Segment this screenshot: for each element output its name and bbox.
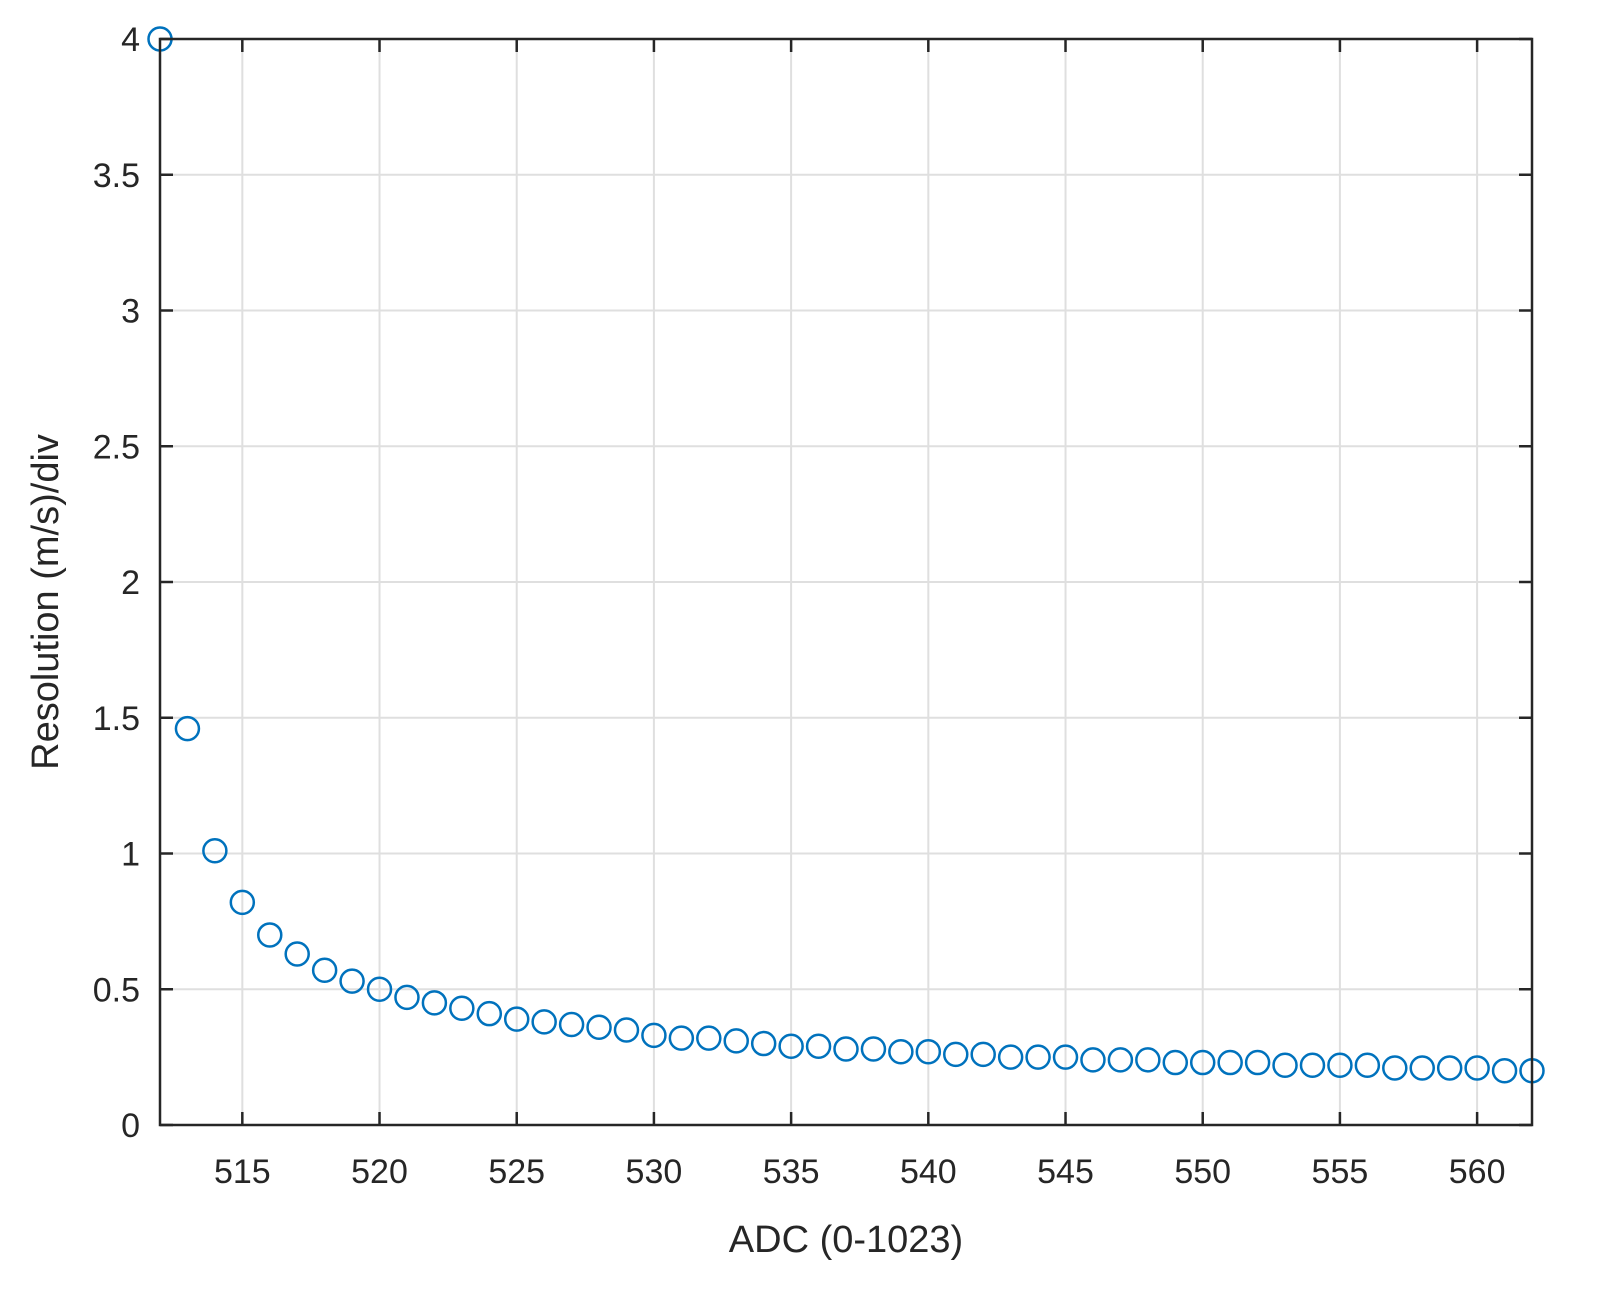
data-point xyxy=(860,1036,887,1062)
data-point xyxy=(284,941,310,967)
data-point xyxy=(311,957,338,983)
data-point xyxy=(833,1036,859,1062)
y-tick-label: 1.5 xyxy=(93,700,140,738)
x-tick-labels: 515 520 525 530 535 540 545 550 555 560 xyxy=(214,1153,1506,1191)
data-point xyxy=(229,889,256,916)
data-point xyxy=(1436,1055,1463,1081)
data-point xyxy=(1299,1052,1326,1079)
x-axis-title: ADC (0-1023) xyxy=(729,1219,963,1261)
y-tick-label: 2 xyxy=(121,564,140,602)
data-point xyxy=(1080,1047,1106,1073)
data-point xyxy=(1244,1049,1271,1076)
x-tick-label: 515 xyxy=(214,1153,271,1191)
data-point xyxy=(1491,1057,1518,1084)
data-point xyxy=(778,1033,804,1060)
data-point xyxy=(1327,1052,1353,1079)
data-point xyxy=(558,1011,585,1038)
x-tick-label: 540 xyxy=(900,1153,957,1191)
y-tick-label: 1 xyxy=(121,836,140,874)
x-tick-label: 530 xyxy=(626,1153,683,1191)
y-axis-title: Resolution (m/s)/div xyxy=(25,434,67,770)
x-tick-label: 525 xyxy=(488,1153,545,1191)
data-point xyxy=(750,1030,777,1057)
x-tick-label: 545 xyxy=(1037,1153,1094,1191)
data-point xyxy=(1217,1049,1243,1076)
x-tick-label: 535 xyxy=(763,1153,820,1191)
data-point xyxy=(1354,1052,1381,1079)
data-point xyxy=(1409,1055,1435,1081)
data-point xyxy=(366,976,393,1002)
data-point xyxy=(805,1033,832,1060)
data-point xyxy=(943,1041,969,1068)
x-tick-label: 560 xyxy=(1449,1153,1506,1191)
data-point xyxy=(997,1044,1024,1070)
data-point xyxy=(174,715,201,742)
data-point xyxy=(586,1014,612,1041)
data-point xyxy=(257,922,283,948)
data-point xyxy=(202,838,228,864)
data-point xyxy=(641,1022,667,1049)
data-point xyxy=(531,1009,557,1035)
axes-box xyxy=(158,37,1534,1127)
data-point xyxy=(668,1025,695,1051)
data-point xyxy=(476,1000,503,1027)
data-point xyxy=(449,995,475,1022)
data-point xyxy=(888,1038,914,1065)
y-tick-label: 0.5 xyxy=(93,971,140,1009)
data-point xyxy=(421,990,448,1016)
data-point xyxy=(394,984,420,1011)
data-point xyxy=(1272,1052,1298,1079)
data-point xyxy=(1162,1049,1189,1076)
x-tick-label: 550 xyxy=(1174,1153,1231,1191)
data-point xyxy=(1464,1055,1490,1081)
y-tick-label: 3.5 xyxy=(93,157,140,195)
data-point xyxy=(696,1025,722,1051)
data-point xyxy=(1135,1047,1161,1073)
y-tick-label: 0 xyxy=(121,1107,140,1145)
x-tick-label: 555 xyxy=(1312,1153,1369,1191)
data-point xyxy=(1052,1044,1079,1070)
y-tick-label: 3 xyxy=(121,293,140,331)
data-point xyxy=(503,1006,530,1032)
data-point xyxy=(1189,1049,1216,1076)
data-point xyxy=(1382,1055,1408,1081)
data-point xyxy=(1107,1047,1134,1073)
grid xyxy=(160,39,1532,1125)
data-point xyxy=(970,1041,996,1068)
data-point xyxy=(613,1017,640,1043)
y-tick-label: 2.5 xyxy=(93,428,140,466)
data-point xyxy=(339,968,365,994)
data-point xyxy=(1025,1044,1051,1070)
y-tick-label: 4 xyxy=(121,21,140,59)
data-points xyxy=(147,26,1545,1084)
y-tick-labels: 0 0.5 1 1.5 2 2.5 3 3.5 4 xyxy=(93,21,140,1145)
data-point xyxy=(915,1038,942,1065)
x-tick-label: 520 xyxy=(351,1153,408,1191)
data-point xyxy=(723,1028,749,1054)
